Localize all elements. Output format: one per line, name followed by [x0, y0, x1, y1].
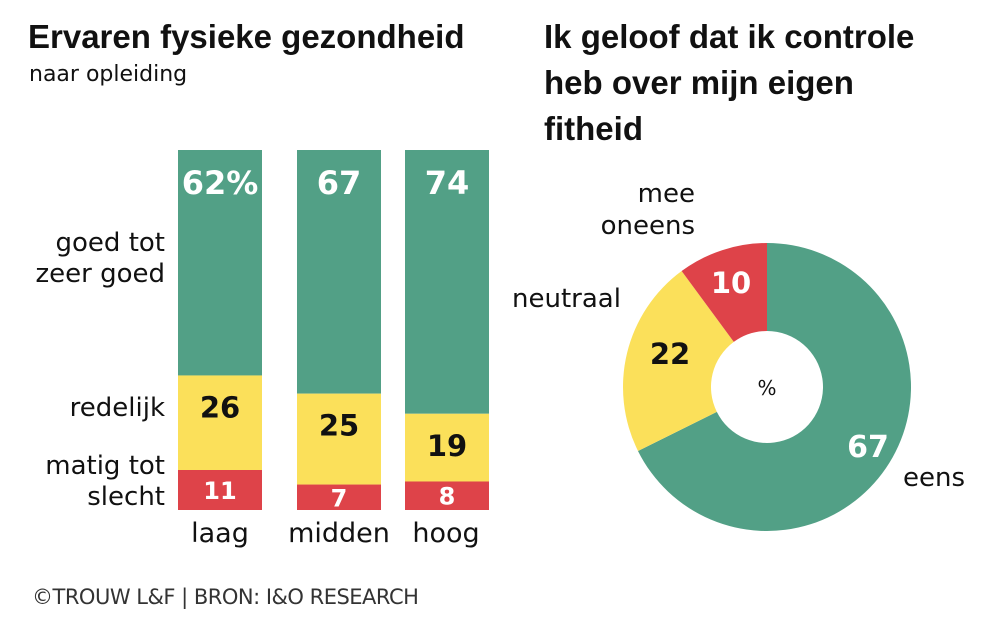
source-credit: ©TROUW L&F | BRON: I&O RESEARCH — [32, 585, 419, 609]
bar-value-label-midden-0: 67 — [317, 164, 362, 202]
legend-label-good: goed tot zeer goed — [0, 228, 165, 290]
right-title-line1: Ik geloof dat ik controle — [544, 18, 915, 55]
legend-label-neutral: redelijk — [0, 393, 165, 424]
right-title-line3: fitheid — [544, 110, 643, 147]
x-label-hoog: hoog — [412, 518, 480, 549]
slice-label-mee-oneens-line2: oneens — [600, 211, 695, 241]
donut-value-label-mee-oneens: 10 — [711, 266, 751, 300]
x-label-laag: laag — [191, 518, 249, 549]
right-chart-title: Ik geloof dat ik controle heb over mijn … — [544, 14, 914, 152]
legend-label-neutral-line1: redelijk — [69, 393, 165, 423]
legend-label-bad: matig tot slecht — [0, 451, 165, 513]
legend-label-good-line2: zeer goed — [35, 259, 165, 289]
bar-value-label-hoog-1: 19 — [427, 429, 467, 463]
bar-value-label-midden-2: 7 — [331, 484, 348, 512]
bar-value-label-midden-1: 25 — [319, 409, 359, 443]
bar-segment-hoog-2 — [405, 481, 489, 510]
donut-value-label-neutraal: 22 — [650, 337, 690, 371]
legend-label-bad-line1: matig tot — [45, 451, 165, 481]
bar-value-label-hoog-0: 74 — [425, 164, 470, 202]
slice-label-mee-oneens: mee oneens — [560, 178, 695, 242]
bar-segment-laag-1 — [178, 375, 262, 470]
donut-chart: 67 22 10% — [622, 243, 912, 531]
donut-slice-neutraal — [622, 271, 734, 451]
bar-value-label-hoog-2: 8 — [439, 483, 456, 511]
bar-value-label-laag-2: 11 — [203, 477, 236, 505]
donut-slice-eens — [637, 243, 912, 531]
bar-segment-laag-2 — [178, 470, 262, 510]
x-label-midden: midden — [288, 518, 390, 549]
stacked-bar-chart: 62% 26 11 67 25 7 74 19 8 — [178, 150, 489, 512]
legend-label-bad-line2: slecht — [87, 482, 165, 512]
left-chart-subtitle: naar opleiding — [29, 62, 188, 87]
slice-label-mee-oneens-line1: mee — [637, 179, 695, 209]
right-title-line2: heb over mijn eigen — [544, 64, 854, 101]
bar-segment-midden-0 — [297, 150, 381, 394]
donut-value-label-eens: 67 — [847, 430, 889, 465]
bar-segment-midden-1 — [297, 393, 381, 485]
donut-center-label: % — [757, 376, 776, 400]
slice-label-neutraal: neutraal — [512, 284, 621, 314]
bar-value-label-laag-1: 26 — [200, 390, 240, 424]
bar-segment-hoog-1 — [405, 413, 489, 482]
bar-segment-hoog-0 — [405, 150, 489, 414]
bar-segment-midden-2 — [297, 484, 381, 510]
donut-slice-mee-oneens — [681, 243, 767, 342]
legend-label-good-line1: goed tot — [55, 228, 165, 258]
bar-segment-laag-0 — [178, 150, 262, 376]
slice-label-eens: eens — [903, 463, 966, 493]
left-chart-title: Ervaren fysieke gezondheid — [28, 18, 465, 55]
bar-value-label-laag-0: 62% — [182, 164, 259, 202]
